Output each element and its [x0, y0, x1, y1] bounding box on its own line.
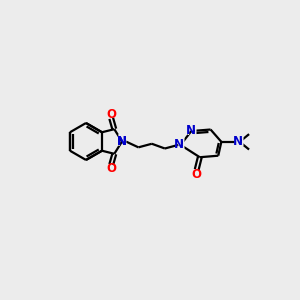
Text: N: N — [173, 137, 185, 152]
Text: N: N — [233, 135, 243, 148]
Text: N: N — [117, 135, 127, 148]
Text: N: N — [232, 134, 244, 149]
Text: O: O — [106, 162, 116, 175]
Text: N: N — [117, 135, 127, 148]
Text: N: N — [174, 138, 184, 152]
Text: N: N — [185, 123, 197, 138]
Text: O: O — [106, 108, 116, 121]
Text: N: N — [117, 134, 128, 149]
Text: N: N — [186, 124, 196, 137]
Text: O: O — [192, 168, 202, 181]
